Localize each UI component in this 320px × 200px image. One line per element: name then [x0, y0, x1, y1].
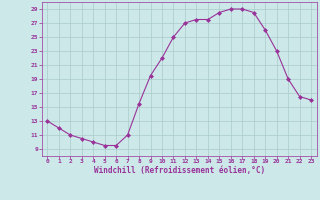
X-axis label: Windchill (Refroidissement éolien,°C): Windchill (Refroidissement éolien,°C) [94, 166, 265, 175]
